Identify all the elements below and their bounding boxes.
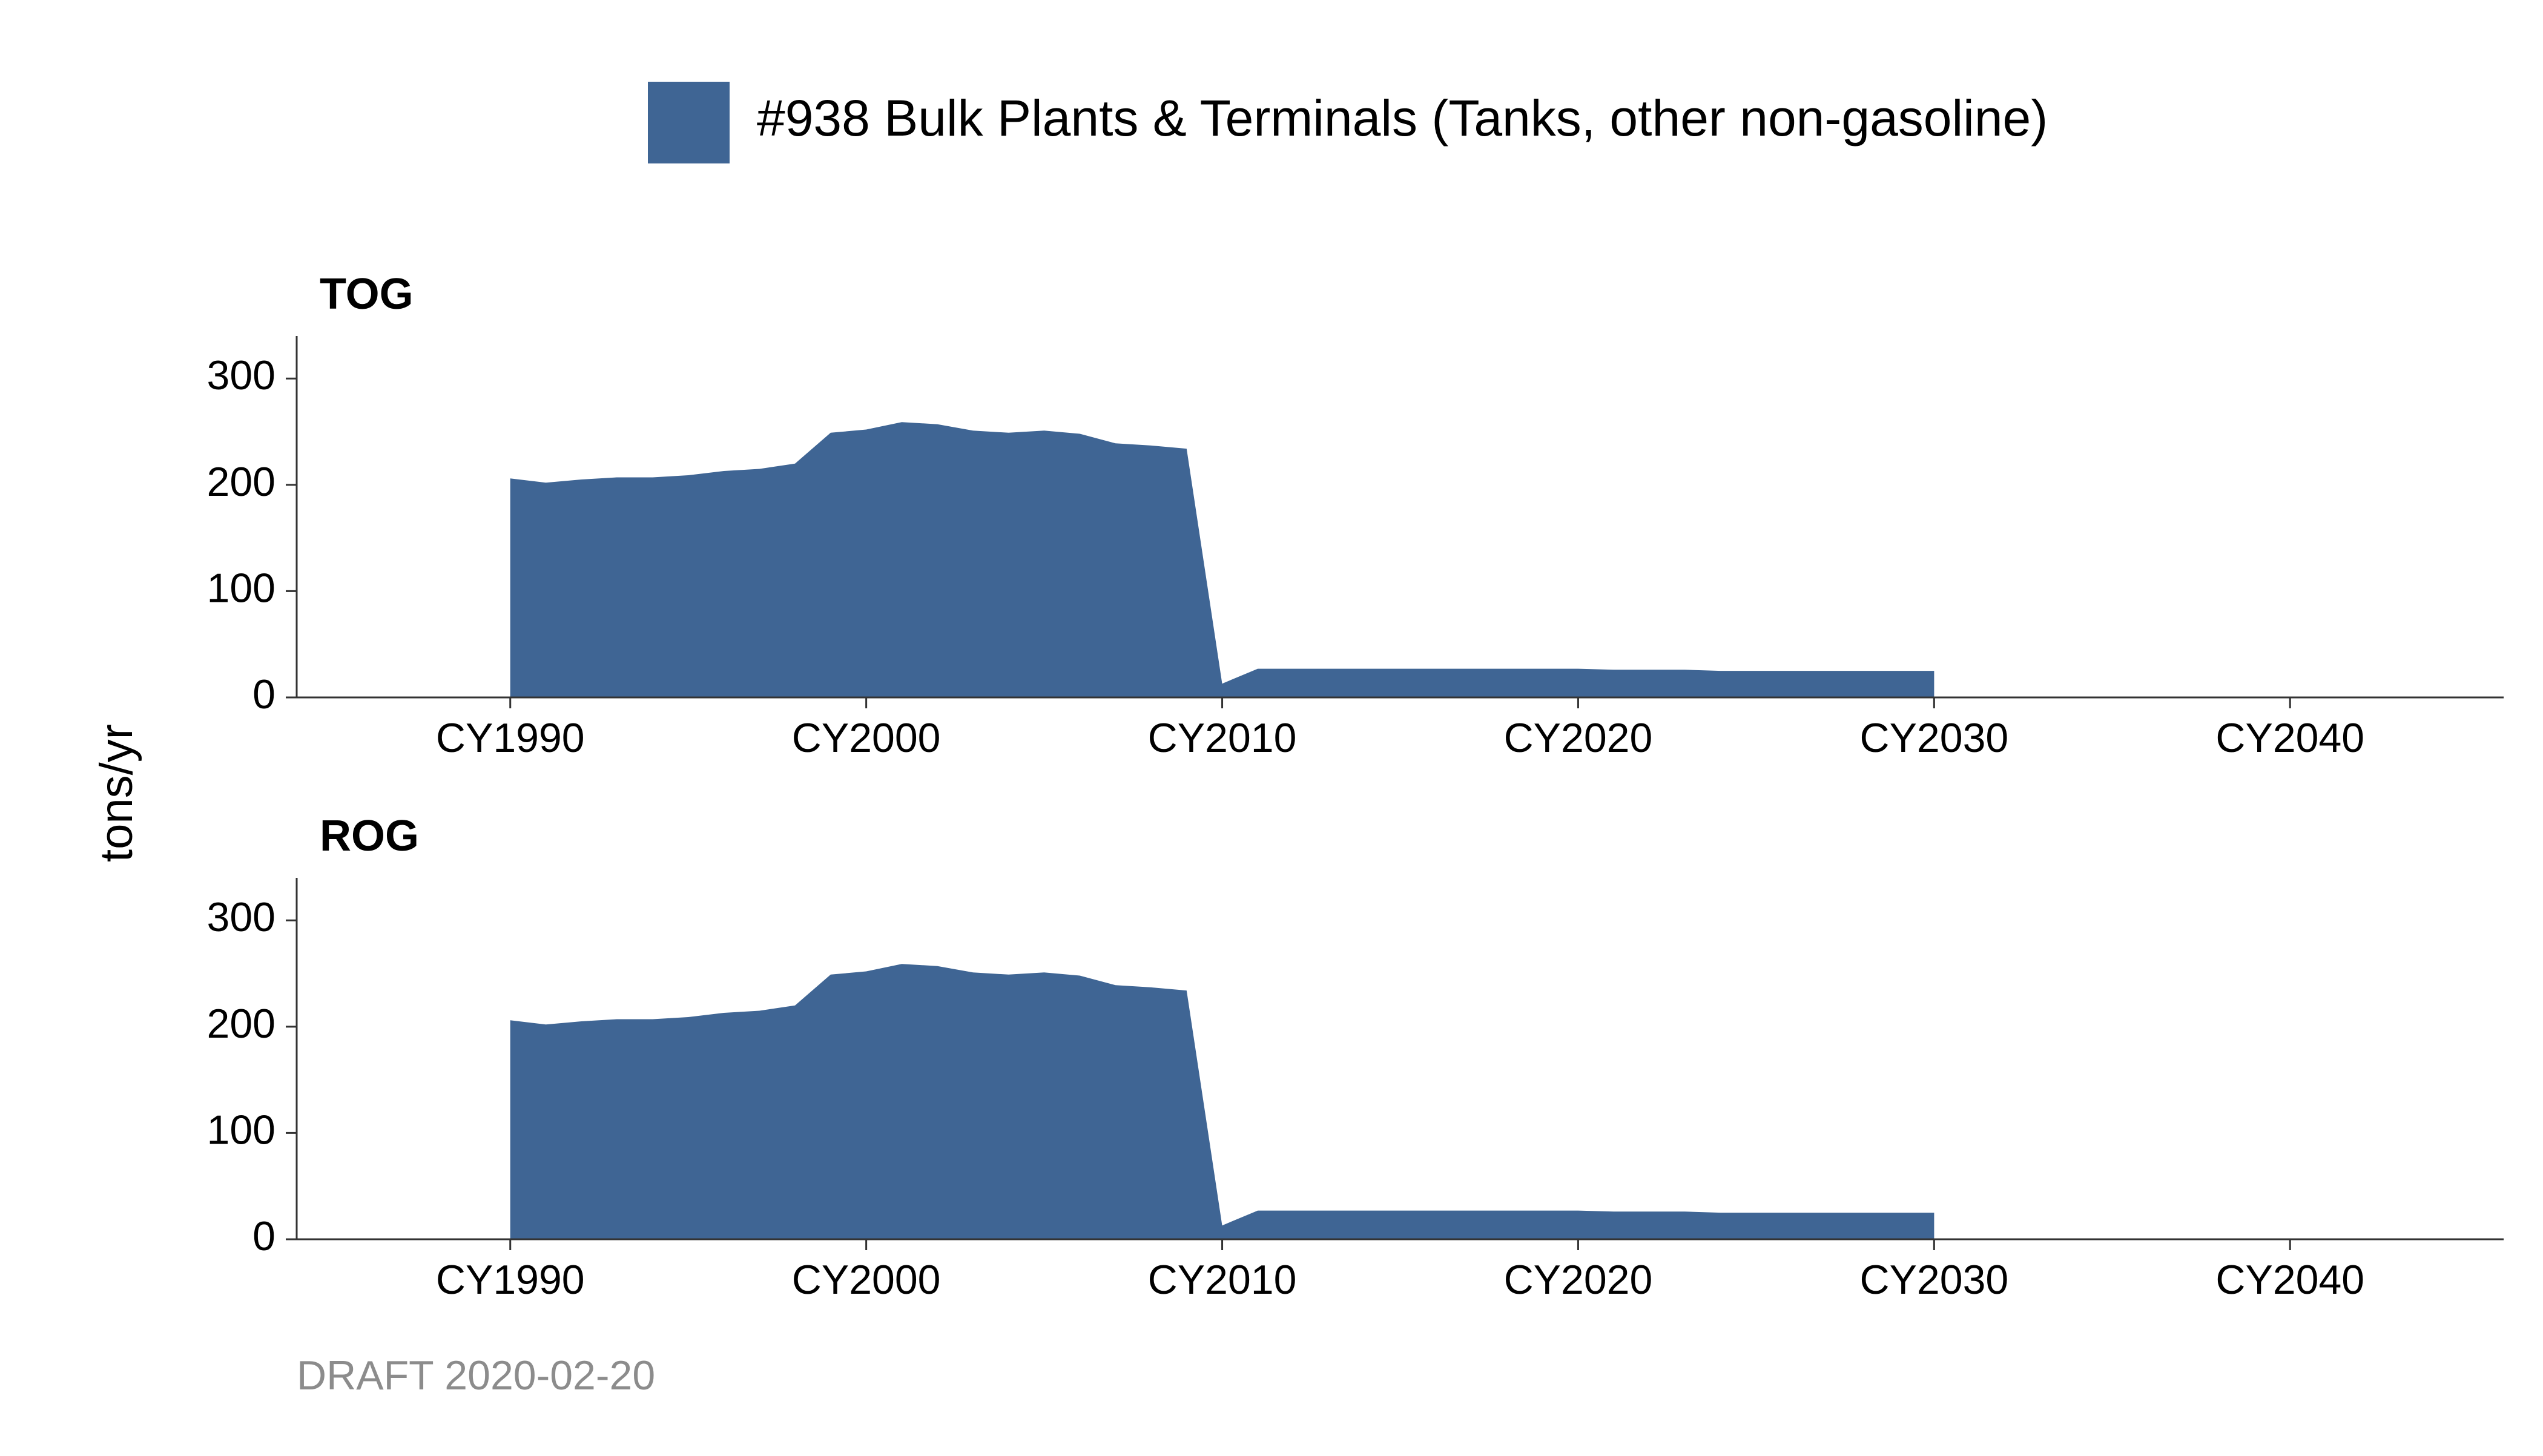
x-tick-label: CY2030	[1859, 1257, 2008, 1303]
x-tick-label: CY2040	[2215, 715, 2364, 761]
panel-rog: ROG 0 100 200 300 CY1990 CY2000 CY2010 CY2020 CY2…	[207, 812, 2504, 1303]
y-tick-label: 0	[252, 671, 275, 717]
x-tick-label: CY2010	[1148, 715, 1297, 761]
y-tick-label: 300	[207, 352, 275, 398]
draft-caption: DRAFT 2020-02-20	[297, 1352, 655, 1398]
x-tick-label: CY2040	[2215, 1257, 2364, 1303]
x-tick-label: CY2020	[1504, 715, 1653, 761]
x-tick-label: CY1990	[436, 1257, 585, 1303]
legend-label: #938 Bulk Plants & Terminals (Tanks, oth…	[757, 90, 2048, 147]
y-tick-label: 100	[207, 1107, 275, 1153]
x-tick-label: CY1990	[436, 715, 585, 761]
legend-swatch	[648, 82, 730, 163]
panel-title: ROG	[320, 812, 419, 860]
x-tick-label: CY2010	[1148, 1257, 1297, 1303]
y-tick-label: 300	[207, 894, 275, 940]
y-tick-label: 200	[207, 1001, 275, 1047]
x-tick-label: CY2020	[1504, 1257, 1653, 1303]
legend: #938 Bulk Plants & Terminals (Tanks, oth…	[648, 82, 2048, 163]
y-tick-label: 100	[207, 565, 275, 611]
y-tick-label: 200	[207, 459, 275, 505]
x-tick-label: CY2030	[1859, 715, 2008, 761]
x-tick-label: CY2000	[792, 715, 941, 761]
x-tick-label: CY2000	[792, 1257, 941, 1303]
panels: TOG 0 100 200 300 CY1990 CY2000 CY2010 CY2020 CY2…	[207, 270, 2504, 1303]
panel-title: TOG	[320, 270, 414, 318]
area-series	[510, 964, 1934, 1239]
area-series	[510, 422, 1934, 697]
panel-tog: TOG 0 100 200 300 CY1990 CY2000 CY2010 CY2020 CY2…	[207, 270, 2504, 761]
y-tick-label: 0	[252, 1213, 275, 1259]
y-axis-label: tons/yr	[91, 724, 142, 862]
